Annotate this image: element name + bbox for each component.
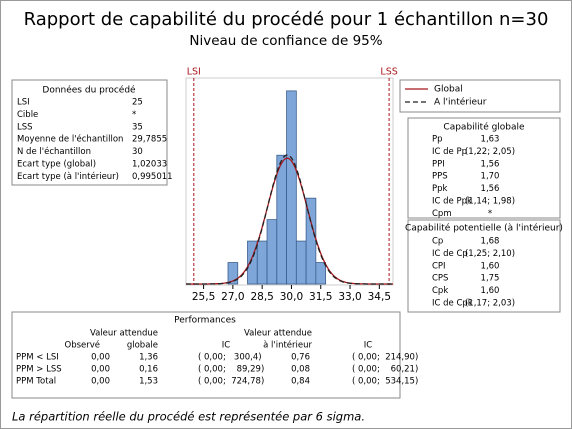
bar [286,90,297,285]
row-label: LSI [17,98,30,108]
spec-label: LSS [380,67,397,78]
potential-box [407,219,561,313]
row-value: 0,995011 [132,172,173,182]
x-tick-label: 27,0 [221,291,244,303]
row-value: 1,75 [481,274,500,284]
row-value: 1,60 [481,261,500,271]
row-value: * [488,209,492,219]
column-header: Observé [65,340,101,351]
distribution-curve [186,154,393,285]
column-header: IC [222,341,231,351]
row-label: LSS [17,122,33,132]
cell: 0,00 [91,377,110,387]
cell: ( 0,00; 60,21) [352,365,418,375]
row-value: 25 [132,98,143,108]
row-label: IC de Pp [432,147,467,157]
table-title: Capabilité globale [443,122,525,133]
cell: 0,16 [139,365,158,375]
cell: 0,76 [291,353,310,363]
row-label: CPS [432,274,448,284]
cell: PPM > LSS [16,365,62,375]
row-label: Cpk [432,286,448,296]
x-tick-label: 31,5 [309,291,332,303]
legend-label: A l'intérieur [434,97,487,108]
x-tick-label: 33,0 [338,291,361,303]
row-value: * [132,110,136,120]
row-value: 1,63 [481,135,500,145]
column-header: globale [127,341,158,351]
process-data-box [11,79,168,186]
x-tick-label: 28,5 [250,291,273,303]
row-value: (1,22; 2,05) [465,147,515,157]
cell: ( 0,00; 89,29) [198,365,264,375]
row-label: Cp [432,237,443,247]
bar [276,154,287,285]
table-title: Données du procédé [42,85,136,96]
cell: ( 0,00; 300,4) [198,353,262,363]
row-value: 1,02033 [132,160,167,170]
spec-label: LSI [187,67,201,78]
x-tick-label: 30,0 [280,291,303,303]
column-header: Valeur attendue [90,329,158,339]
cell: 0,00 [91,365,110,375]
column-header: Valeur attendue [244,329,312,339]
row-value: (1,14; 1,98) [465,197,515,207]
row-label: Cpm [432,209,452,219]
row-label: Pp [432,135,443,145]
row-label: Cible [17,110,38,120]
cell: ( 0,00; 534,15) [352,377,418,387]
cell: ( 0,00; 214,90) [352,353,418,363]
row-value: 1,70 [481,172,500,182]
bar [315,262,327,285]
row-label: IC de Ppk [432,197,472,207]
bar [295,240,307,285]
column-header: à l'intérieur [263,340,312,351]
performance-box [11,311,401,399]
cell: ( 0,00; 724,78) [198,377,264,387]
cell: 1,36 [139,353,158,363]
footnote: La répartition réelle du procédé est rep… [12,410,365,424]
table-title: Performances [174,316,236,326]
row-value: (1,25; 2,10) [465,249,515,259]
row-label: IC de Cpk [432,299,473,309]
row-label: CPI [432,261,446,271]
legend-box [399,79,561,113]
cell: PPM < LSI [16,353,59,363]
table-title: Capabilité potentielle (à l'intérieur) [405,223,563,234]
row-value: 1,56 [481,159,500,169]
subtitle: Niveau de confiance de 95% [189,33,382,49]
row-label: Moyenne de l'échantillon [17,134,123,145]
overall-box [407,117,561,219]
row-value: (1,17; 2,03) [465,299,515,309]
title: Rapport de capabilité du procédé pour 1 … [24,9,549,30]
column-header: IC [364,341,373,351]
bar [256,240,268,285]
row-value: 35 [132,122,143,132]
bar [227,262,239,285]
row-label: Ecart type (global) [17,160,96,170]
row-value: 1,60 [481,286,500,296]
row-label: N de l'échantillon [17,146,91,157]
row-label: IC de Cp [432,249,468,259]
row-value: 29,7855 [132,135,167,145]
row-label: PPS [432,172,448,182]
cell: 1,53 [139,377,158,387]
x-tick-label: 34,5 [368,291,391,303]
row-label: Ecart type (à l'intérieur) [17,171,119,182]
bar [266,219,278,285]
row-value: 30 [132,147,143,157]
cell: 0,08 [291,365,310,375]
legend-label: Global [434,85,463,95]
row-value: 1,56 [481,184,500,194]
cell: PPM Total [16,377,56,387]
row-label: Ppk [432,184,448,194]
row-value: 1,68 [481,237,500,247]
cell: 0,84 [291,377,310,387]
cell: 0,00 [91,353,110,363]
x-tick-label: 25,5 [192,291,215,303]
row-label: PPI [432,159,445,169]
